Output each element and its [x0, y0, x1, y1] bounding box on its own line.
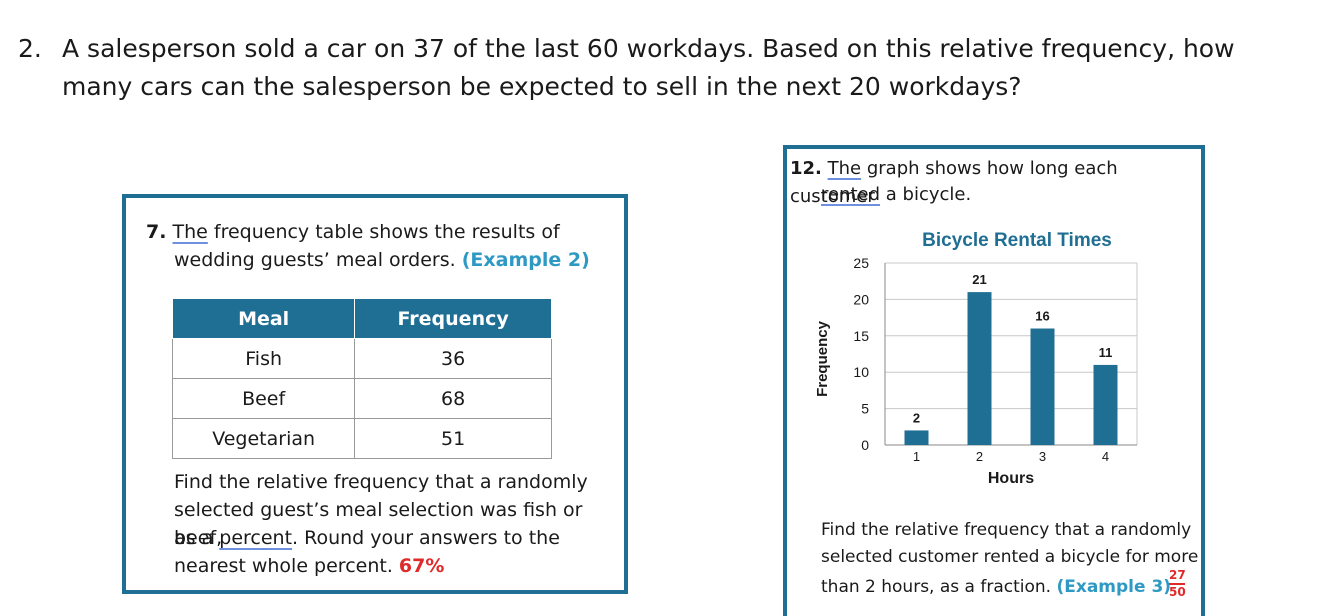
x-tick-label: 1 — [913, 449, 920, 464]
question-7-line3-post: . Round your answers to the — [292, 527, 560, 549]
question-7-line3-word: percent — [219, 527, 293, 549]
question-7-intro-line2: wedding guests’ meal orders. (Example 2) — [174, 246, 590, 274]
y-tick-label: 15 — [853, 328, 869, 344]
column-header-frequency: Frequency — [354, 298, 552, 339]
question-7-line2: wedding guests’ meal orders. — [174, 249, 456, 271]
bar-value-label: 21 — [972, 272, 986, 287]
question-7-prompt-line4: nearest whole percent. 67% — [174, 552, 444, 580]
x-tick-label: 2 — [976, 449, 983, 464]
question-12-line1-rest: graph shows how long each customer — [790, 158, 1118, 207]
bar — [1030, 328, 1055, 445]
y-axis-ticks: 0 5 10 15 20 25 — [853, 255, 869, 453]
question-12-line2-rest: a bicycle. — [880, 184, 972, 205]
answer-denominator: 50 — [1169, 585, 1186, 599]
question-7-intro-line1: 7. The frequency table shows the results… — [146, 218, 560, 246]
question-12-number: 12. — [790, 158, 822, 179]
x-tick-label: 4 — [1102, 449, 1109, 464]
question-12-prompt-line1: Find the relative frequency that a rando… — [821, 520, 1192, 540]
y-tick-label: 10 — [853, 364, 869, 380]
y-tick-label: 25 — [853, 255, 869, 271]
bar — [904, 430, 929, 445]
question-7-prompt-line3: as a percent. Round your answers to the — [174, 524, 560, 552]
x-axis-ticks: 1 2 3 4 — [913, 449, 1109, 464]
bar-value-label: 2 — [913, 410, 920, 425]
question-7-line1-rest: frequency table shows the results of — [207, 221, 560, 243]
table-row: Vegetarian 51 — [171, 418, 552, 459]
question-7-box: 7. The frequency table shows the results… — [122, 194, 628, 594]
table-header-row: Meal Frequency — [171, 298, 552, 339]
question-7-line3-pre: as a — [174, 527, 220, 549]
question-12-first-word: The — [827, 158, 862, 179]
question-2-number: 2. — [18, 34, 42, 63]
table-cell-meal: Vegetarian — [171, 418, 356, 459]
x-axis-label: Hours — [988, 470, 1034, 487]
column-header-meal: Meal — [171, 298, 356, 339]
question-7-prompt-line1: Find the relative frequency that a rando… — [174, 471, 588, 493]
question-12-line3: than 2 hours, as a fraction. — [821, 577, 1052, 597]
table-row: Fish 36 — [171, 338, 552, 379]
y-axis-label: Frequency — [814, 320, 831, 397]
question-7-prompt-line2: selected guest’s meal selection was fish… — [174, 499, 583, 549]
answer-numerator: 27 — [1169, 568, 1186, 582]
frequency-table: Meal Frequency Fish 36 Beef 68 Vegetaria… — [171, 298, 552, 459]
chart-bars — [904, 292, 1118, 445]
bar — [967, 292, 992, 445]
bar-labels: 2 21 16 11 — [913, 272, 1112, 425]
question-12-box: 12. The graph shows how long each custom… — [783, 145, 1205, 616]
bar-value-label: 11 — [1099, 345, 1113, 360]
question-2-text: A salesperson sold a car on 37 of the la… — [62, 34, 1235, 101]
question-7-first-word: The — [172, 221, 208, 243]
bar — [1093, 364, 1118, 445]
x-tick-label: 3 — [1039, 449, 1046, 464]
y-tick-label: 5 — [861, 401, 869, 417]
table-row: Beef 68 — [171, 378, 552, 419]
question-7-line4: nearest whole percent. — [174, 555, 393, 577]
table-cell-meal: Fish — [171, 338, 356, 379]
example-2-link[interactable]: (Example 2) — [461, 249, 590, 271]
bicycle-rental-chart: Bicycle Rental Times 0 5 10 15 20 25 2 21 16 11 … — [814, 230, 1138, 487]
fraction-bar — [1169, 583, 1186, 585]
example-3-link[interactable]: (Example 3) — [1056, 577, 1172, 597]
table-cell-frequency: 68 — [354, 378, 552, 419]
question-12-answer-fraction: 27 50 — [1169, 569, 1186, 599]
question-7-answer: 67% — [398, 555, 445, 577]
y-tick-label: 0 — [861, 437, 869, 453]
table-cell-meal: Beef — [171, 378, 356, 419]
question-7-number: 7. — [146, 221, 167, 243]
table-cell-frequency: 36 — [354, 338, 552, 379]
chart-title: Bicycle Rental Times — [922, 230, 1112, 251]
question-12-intro-line2: rented a bicycle. — [821, 181, 971, 209]
question-12-prompt-line3: than 2 hours, as a fraction. (Example 3) — [821, 574, 1171, 601]
table-cell-frequency: 51 — [354, 418, 552, 459]
question-12-prompt-line2: selected customer rented a bicycle for m… — [821, 547, 1199, 567]
bar-value-label: 16 — [1035, 309, 1049, 324]
y-tick-label: 20 — [853, 291, 869, 307]
question-12-intro-line1: 12. The graph shows how long each custom… — [790, 155, 1201, 211]
question-12-line2-word: rented — [821, 184, 881, 205]
